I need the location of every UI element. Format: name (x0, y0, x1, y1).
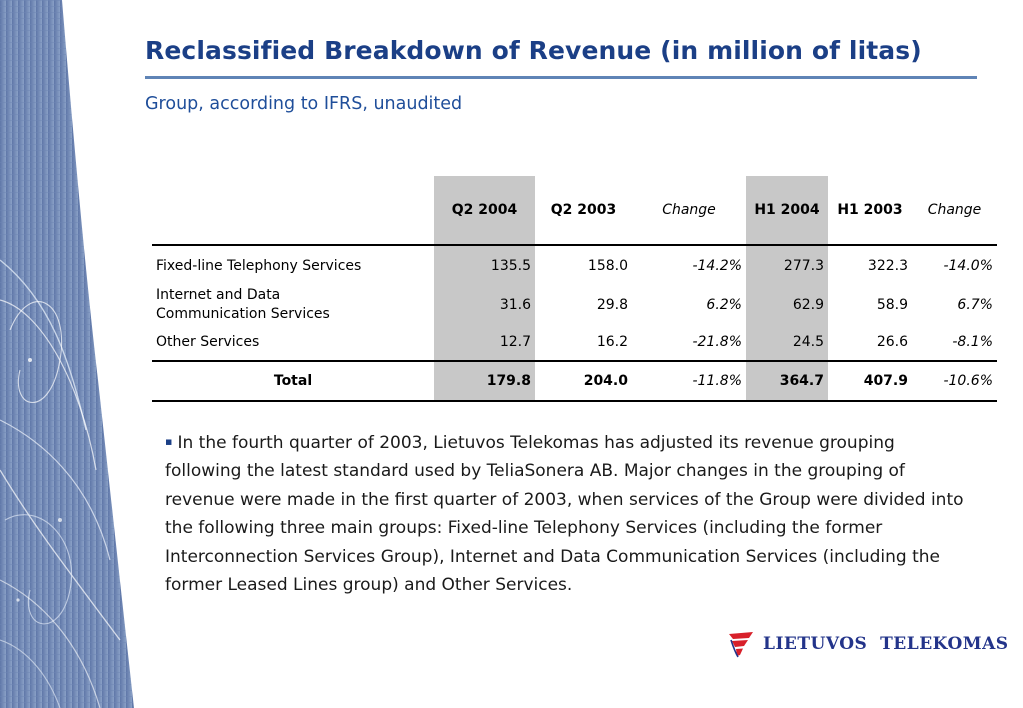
cell-q2-change: 6.2% (706, 296, 742, 313)
total-h1-2004: 364.7 (746, 360, 828, 402)
total-q2-2004: 179.8 (434, 360, 535, 402)
cell-h1-2003: 58.9 (876, 296, 908, 313)
total-label: Total (152, 360, 434, 402)
cell-h1-change: -8.1% (952, 334, 993, 350)
cell-q2-2003: 16.2 (596, 334, 628, 350)
cell-q2-2004: 12.7 (434, 324, 535, 361)
header-empty-cell (152, 176, 434, 246)
row-label: Other Services (156, 334, 260, 350)
revenue-table: Q2 2004 Q2 2003 Change H1 2004 H1 2003 C… (152, 176, 997, 402)
total-h1-2003: 407.9 (828, 360, 912, 402)
page-subtitle: Group, according to IFRS, unaudited (145, 94, 463, 114)
col-header-h1-2003: H1 2003 (828, 176, 912, 246)
cell-h1-2004: 24.5 (746, 324, 828, 361)
cell-h1-2003: 322.3 (867, 258, 908, 274)
cell-q2-2004: 135.5 (434, 245, 535, 286)
note-text: In the fourth quarter of 2003, Lietuvos … (165, 433, 964, 596)
col-header-q2-2004: Q2 2004 (434, 176, 535, 246)
cell-q2-2003: 29.8 (596, 296, 628, 313)
total-q2-change: -11.8% (632, 360, 746, 402)
cell-q2-change: -14.2% (692, 258, 742, 274)
logo-wordmark: LIETUVOS TELEKOMAS (763, 634, 1009, 654)
cell-q2-2003: 158.0 (587, 258, 628, 274)
title-divider (145, 76, 977, 79)
side-decorative-fiber-image (0, 0, 140, 708)
explanatory-note: ▪ In the fourth quarter of 2003, Lietuvos… (165, 428, 965, 599)
col-header-q2-change: Change (632, 176, 746, 246)
col-header-h1-change: Change (912, 176, 997, 246)
table-row: Fixed-line Telephony Services 135.5 158.… (152, 245, 997, 286)
telekomas-logo-icon (729, 632, 753, 658)
bullet-icon: ▪ (165, 435, 173, 448)
table-header-row: Q2 2004 Q2 2003 Change H1 2004 H1 2003 C… (152, 176, 997, 246)
table-row: Other Services 12.7 16.2 -21.8% 24.5 26.… (152, 324, 997, 361)
cell-h1-change: -14.0% (943, 258, 993, 274)
company-logo: LIETUVOS TELEKOMAS (727, 627, 1009, 661)
cell-q2-2004: 31.6 (434, 286, 535, 324)
cell-h1-2004: 62.9 (746, 286, 828, 324)
total-h1-change: -10.6% (912, 360, 997, 402)
col-header-h1-2004: H1 2004 (746, 176, 828, 246)
table-row: Internet and Data Communication Services … (152, 286, 997, 324)
cell-h1-change: 6.7% (957, 296, 993, 313)
cell-h1-2004: 277.3 (746, 245, 828, 286)
table-total-row: Total 179.8 204.0 -11.8% 364.7 407.9 -10… (152, 360, 997, 402)
col-header-q2-2003: Q2 2003 (535, 176, 632, 246)
cell-h1-2003: 26.6 (876, 334, 908, 350)
row-label: Internet and Data Communication Services (152, 286, 434, 324)
row-label-line-2: Communication Services (156, 306, 330, 322)
row-label-line-1: Internet and Data (156, 287, 281, 303)
page-title: Reclassified Breakdown of Revenue (in mi… (145, 36, 922, 65)
row-label: Fixed-line Telephony Services (156, 258, 362, 274)
total-q2-2003: 204.0 (535, 360, 632, 402)
cell-q2-change: -21.8% (692, 334, 742, 350)
